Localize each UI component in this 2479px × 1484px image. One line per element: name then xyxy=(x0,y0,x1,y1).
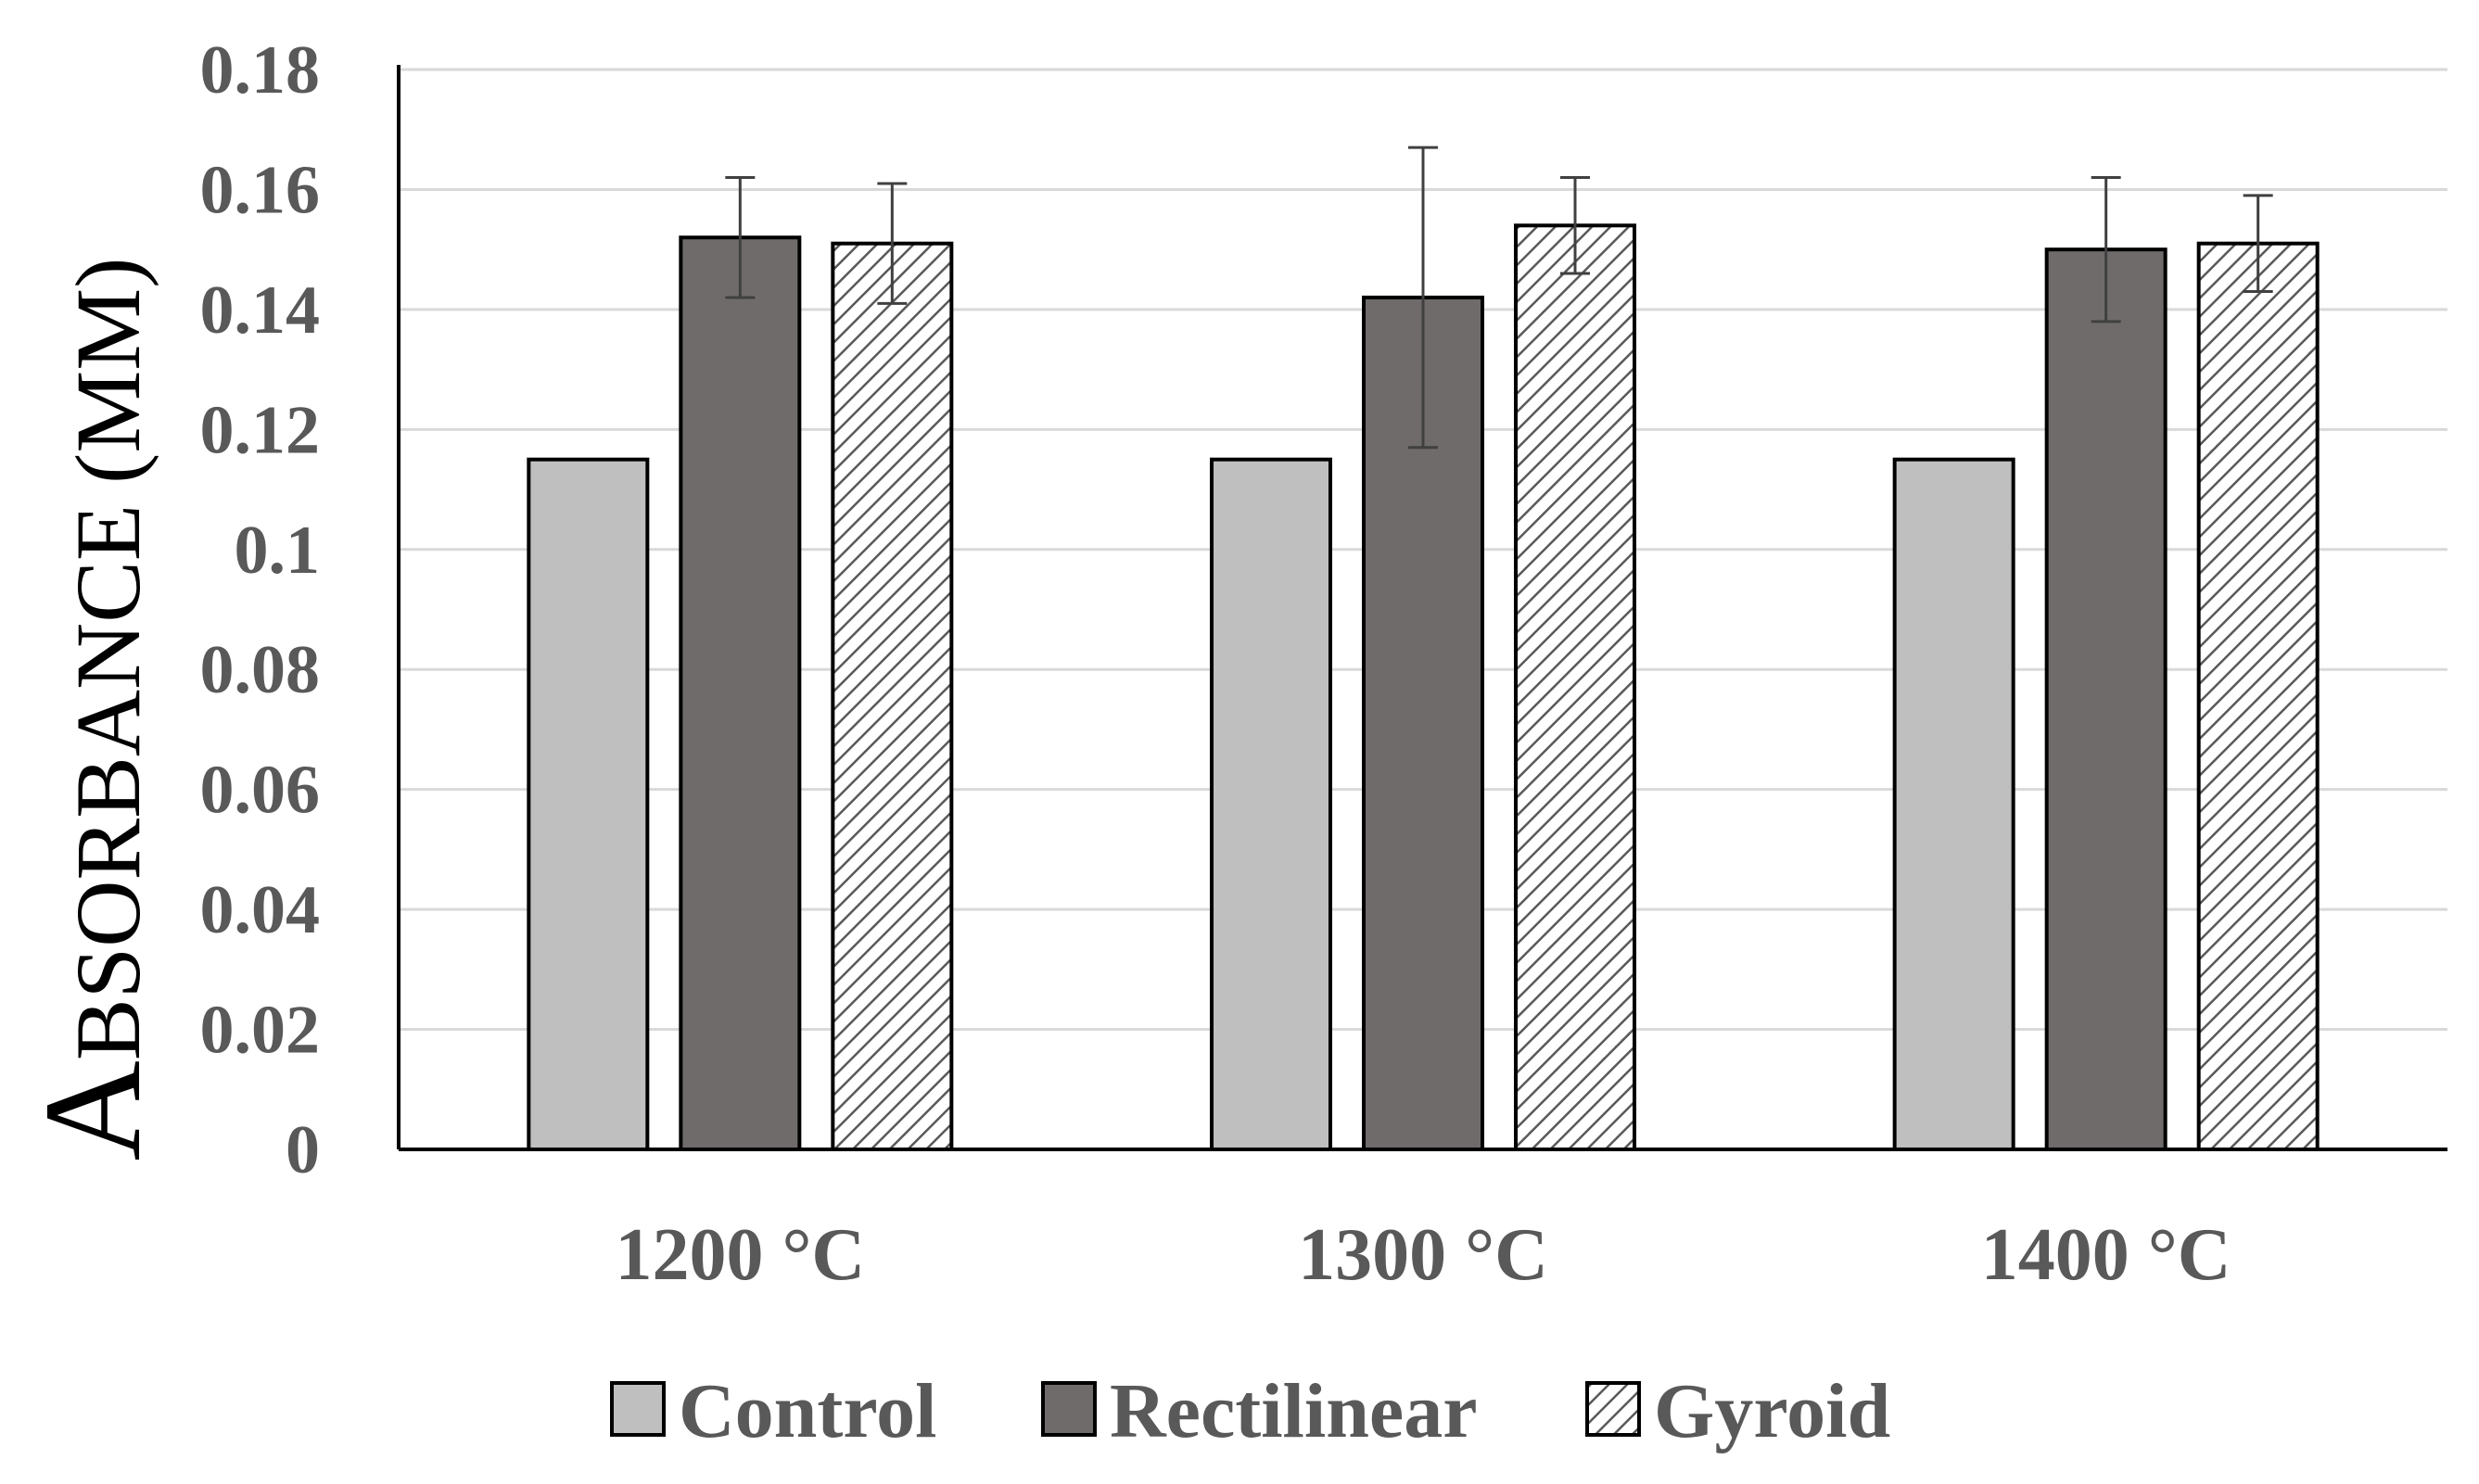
bar-control xyxy=(1892,457,2015,1151)
y-tick-label: 0.06 xyxy=(200,753,321,829)
legend-swatch-control xyxy=(610,1381,666,1437)
bars xyxy=(527,223,2320,1151)
x-category-labels: 1200 °C 1300 °C 1400 °C xyxy=(615,1214,2231,1296)
y-tick-label: 0.12 xyxy=(200,392,321,468)
y-tick-label: 0.18 xyxy=(200,32,321,108)
y-tick-label: 0.08 xyxy=(200,632,321,708)
y-tick-label: 0.14 xyxy=(200,273,321,349)
svg-text:ABSORBANCE(MM): ABSORBANCE (MM) xyxy=(16,258,170,1161)
y-tick-label: 0.16 xyxy=(200,152,321,228)
axes xyxy=(397,65,2447,1151)
legend-swatch-rectilinear xyxy=(1041,1381,1097,1437)
y-axis-title-rest: BSORBANCE xyxy=(57,504,159,1060)
x-category-label: 1300 °C xyxy=(1298,1214,1548,1296)
error-bars xyxy=(725,146,2273,450)
legend-label-gyroid: Gyroid xyxy=(1654,1368,1890,1454)
y-axis-title-unit: (MM) xyxy=(57,258,159,484)
legend-swatch-gyroid xyxy=(1585,1381,1641,1437)
bar-rectilinear xyxy=(679,235,802,1151)
y-tick-label: 0.04 xyxy=(200,872,321,948)
legend-label-control: Control xyxy=(679,1368,936,1454)
legend-label-rectilinear: Rectilinear xyxy=(1110,1368,1478,1454)
bar-control xyxy=(1210,457,1332,1151)
y-tick-labels: 0 0.02 0.04 0.06 0.08 0.1 0.12 0.14 0.16 0.18 xyxy=(200,32,321,1188)
legend: Control Rectilinear Gyroid xyxy=(610,1368,1890,1454)
bar-gyroid xyxy=(831,241,954,1151)
bar-gyroid xyxy=(2196,241,2320,1151)
y-axis-title-initial: A xyxy=(16,1060,170,1161)
bar-control xyxy=(527,457,650,1151)
bar-gyroid xyxy=(1514,223,1636,1151)
bar-rectilinear xyxy=(2044,247,2168,1151)
y-tick-label: 0.02 xyxy=(200,993,321,1069)
y-tick-label: 0 xyxy=(286,1112,320,1188)
x-category-label: 1200 °C xyxy=(615,1214,865,1296)
y-tick-label: 0.1 xyxy=(235,513,321,589)
y-axis-title: ABSORBANCE (MM) xyxy=(16,258,170,1161)
x-category-label: 1400 °C xyxy=(1981,1214,2231,1296)
